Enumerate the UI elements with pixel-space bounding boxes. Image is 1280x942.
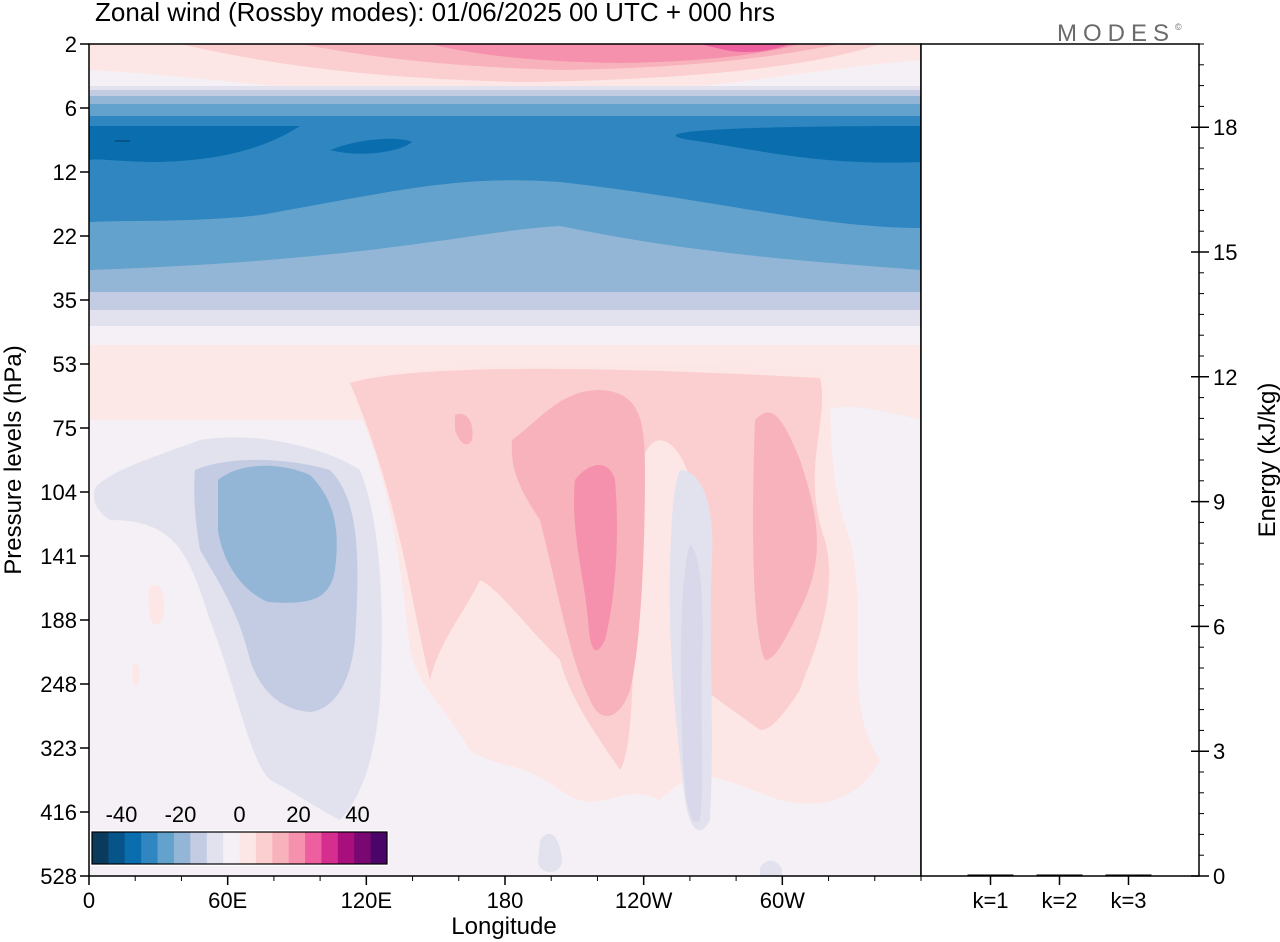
energy-bar <box>1105 874 1152 876</box>
colorbar-tick-label: 20 <box>286 802 310 827</box>
colorbar-swatch <box>173 832 191 864</box>
energy-tick-label: 9 <box>1213 490 1225 515</box>
y-tick-label: 323 <box>40 736 77 761</box>
colorbar-tick-label: -20 <box>165 802 197 827</box>
y-tick-label: 416 <box>40 800 77 825</box>
colorbar-swatch <box>157 832 175 864</box>
y-tick-label: 12 <box>53 160 77 185</box>
colorbar-swatch <box>321 832 339 864</box>
x-tick-label: 60W <box>760 888 805 913</box>
colorbar-swatch <box>223 832 240 864</box>
colorbar-frame <box>91 831 388 865</box>
colorbar-swatch <box>272 832 290 864</box>
colorbar-swatch <box>305 832 322 864</box>
energy-tick-label: 3 <box>1213 739 1225 764</box>
zonal-wind-heatmap <box>89 44 921 876</box>
y-axis: 2 6 12 22 35 53 75 104 141 188 248 323 416 528 <box>40 32 89 889</box>
x-tick-label: 0 <box>83 888 95 913</box>
energy-bar-chart: 0 3 6 9 12 15 18 k=1 k=2 k=3 <box>967 43 1237 913</box>
modes-logo: MODES© <box>1057 20 1182 48</box>
colorbar-swatch <box>255 832 273 864</box>
colorbar-swatch <box>190 832 208 864</box>
y-tick-label: 188 <box>40 608 77 633</box>
colorbar-swatch <box>92 832 109 864</box>
x-tick-label: 120E <box>341 888 392 913</box>
colorbar-swatch <box>141 832 158 864</box>
energy-tick-label: 6 <box>1213 614 1225 639</box>
y-tick-label: 75 <box>53 416 77 441</box>
y-tick-label: 104 <box>40 480 77 505</box>
y-tick-label: 2 <box>65 32 77 57</box>
colorbar-tick-label: -40 <box>106 802 138 827</box>
energy-tick-label: 18 <box>1213 115 1237 140</box>
logo-mark: © <box>1175 22 1182 32</box>
colorbar-swatch <box>239 832 257 864</box>
energy-axis-label: Energy (kJ/kg) <box>1254 383 1280 538</box>
energy-category-label: k=2 <box>1041 888 1077 913</box>
colorbar-tick-label: 40 <box>345 802 369 827</box>
logo-text: MODES <box>1057 20 1176 47</box>
y-tick-label: 35 <box>53 288 77 313</box>
energy-panel <box>920 43 1200 877</box>
x-tick-label: 180 <box>487 888 524 913</box>
y-tick-label: 528 <box>40 864 77 889</box>
x-axis-label: Longitude <box>451 913 556 940</box>
chart-title: Zonal wind (Rossby modes): 01/06/2025 00… <box>95 0 775 27</box>
y-tick-label: 6 <box>65 96 77 121</box>
colorbar-swatch <box>288 832 306 864</box>
energy-category-label: k=3 <box>1110 888 1146 913</box>
colorbar-swatch <box>370 832 388 864</box>
y-tick-label: 141 <box>40 544 77 569</box>
colorbar-swatch <box>354 832 372 864</box>
y-tick-label: 53 <box>53 352 77 377</box>
x-tick-label: 60E <box>208 888 247 913</box>
colorbar-swatch <box>206 832 224 864</box>
colorbar-swatch <box>124 832 142 864</box>
energy-tick-label: 15 <box>1213 240 1237 265</box>
y-axis-label: Pressure levels (hPa) <box>0 345 27 574</box>
energy-category-label: k=1 <box>972 888 1008 913</box>
y-tick-label: 248 <box>40 672 77 697</box>
colorbar: -40 -20 0 20 40 <box>90 802 389 866</box>
colorbar-swatch <box>337 832 355 864</box>
energy-tick-label: 12 <box>1213 365 1237 390</box>
colorbar-swatch <box>108 832 126 864</box>
energy-bar <box>967 874 1014 876</box>
x-tick-label: 120W <box>615 888 673 913</box>
y-tick-label: 22 <box>53 224 77 249</box>
colorbar-tick-label: 0 <box>233 802 245 827</box>
x-axis: 0 60E 120E 180 120W 60W <box>83 876 922 913</box>
energy-tick-label: 0 <box>1213 864 1225 889</box>
energy-bar <box>1036 874 1083 876</box>
